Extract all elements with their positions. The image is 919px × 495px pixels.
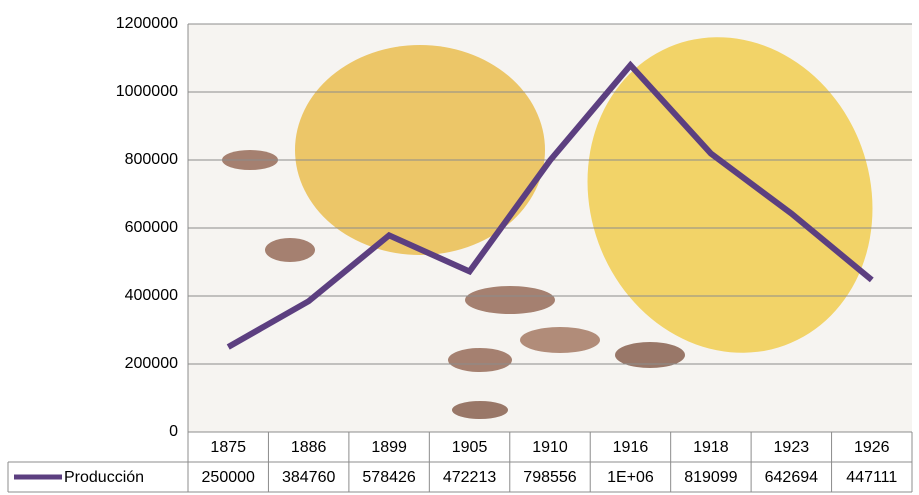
x-tick-label: 1926 xyxy=(854,439,890,456)
cacao-bean xyxy=(448,348,512,372)
cacao-pod xyxy=(295,45,545,255)
cacao-bean xyxy=(265,238,315,262)
table-value: 798556 xyxy=(523,469,576,486)
legend-label: Producción xyxy=(64,469,144,486)
y-tick-label: 200000 xyxy=(125,355,178,372)
background-picture xyxy=(222,37,873,419)
cacao-bean xyxy=(520,327,600,353)
x-tick-label: 1905 xyxy=(452,439,488,456)
x-tick-label: 1923 xyxy=(774,439,810,456)
y-tick-label: 400000 xyxy=(125,287,178,304)
table-value: 447111 xyxy=(846,469,897,486)
y-tick-label: 600000 xyxy=(125,219,178,236)
y-tick-label: 0 xyxy=(169,423,178,440)
table-value: 384760 xyxy=(282,469,335,486)
x-tick-label: 1886 xyxy=(291,439,327,456)
cacao-bean xyxy=(615,342,685,368)
x-tick-label: 1899 xyxy=(371,439,407,456)
x-tick-label: 1918 xyxy=(693,439,729,456)
x-tick-label: 1916 xyxy=(613,439,649,456)
x-tick-label: 1875 xyxy=(210,439,246,456)
table-value: 578426 xyxy=(362,469,415,486)
cacao-bean xyxy=(452,401,508,419)
table-value: 642694 xyxy=(765,469,818,486)
data-line xyxy=(226,60,874,350)
table-value: 472213 xyxy=(443,469,496,486)
cacao-bean xyxy=(465,286,555,314)
y-tick-label: 1000000 xyxy=(116,83,178,100)
table-value: 250000 xyxy=(202,469,255,486)
table-value: 819099 xyxy=(684,469,737,486)
y-tick-label: 800000 xyxy=(125,151,178,168)
y-tick-label: 1200000 xyxy=(116,15,178,32)
cacao-pod xyxy=(587,37,873,353)
table-value: 1E+06 xyxy=(607,469,654,486)
x-tick-label: 1910 xyxy=(532,439,568,456)
